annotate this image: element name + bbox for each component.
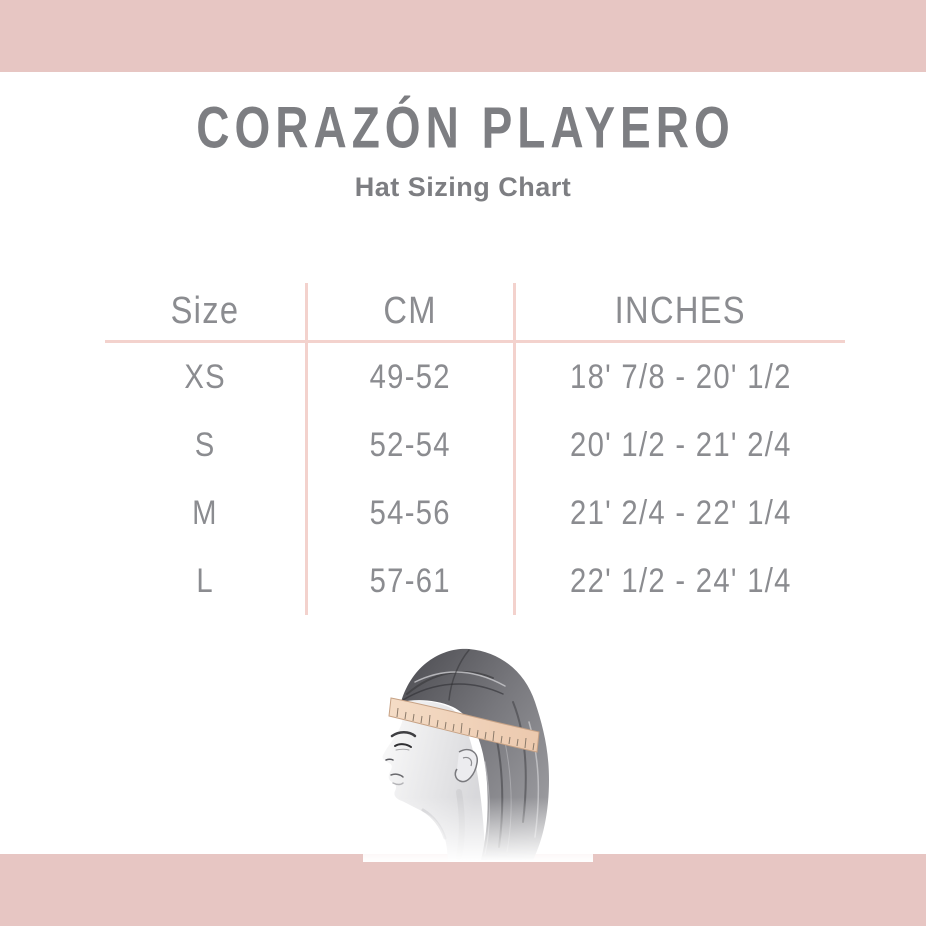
woman-head-measuring-tape-illustration xyxy=(363,648,593,862)
ear-shape xyxy=(454,748,478,783)
table-row-m-inches: 21' 2/4 - 22' 1/4 xyxy=(513,479,845,547)
table-row-xs-size: XS xyxy=(105,343,305,411)
table-row-l-size: L xyxy=(105,547,305,615)
cm-value: 54-56 xyxy=(369,493,452,532)
table-row-m-cm: 54-56 xyxy=(305,479,513,547)
page-subtitle: Hat Sizing Chart xyxy=(354,172,572,202)
cm-value: 57-61 xyxy=(369,561,452,600)
size-value: XS xyxy=(184,357,226,396)
inches-value: 20' 1/2 - 21' 2/4 xyxy=(569,425,792,464)
size-value: L xyxy=(196,561,214,600)
measuring-tape-ticks xyxy=(396,707,535,751)
column-header-size: Size xyxy=(105,283,305,343)
table-row-xs-cm: 49-52 xyxy=(305,343,513,411)
table-row-s-size: S xyxy=(105,411,305,479)
inches-value: 22' 1/2 - 24' 1/4 xyxy=(569,561,792,600)
table-row-l-inches: 22' 1/2 - 24' 1/4 xyxy=(513,547,845,615)
column-header-size-label: Size xyxy=(170,290,240,332)
column-header-cm: CM xyxy=(305,283,513,343)
table-row-m-size: M xyxy=(105,479,305,547)
cm-value: 52-54 xyxy=(369,425,452,464)
table-row-s-cm: 52-54 xyxy=(305,411,513,479)
size-value: M xyxy=(192,493,218,532)
ear-inner-line xyxy=(462,756,473,767)
sketch-fade xyxy=(363,797,593,862)
column-header-inches: INCHES xyxy=(513,283,845,343)
table-row-s-inches: 20' 1/2 - 21' 2/4 xyxy=(513,411,845,479)
top-border-band xyxy=(0,0,926,72)
brand-title-text: CORAZÓN PLAYERO xyxy=(196,93,735,161)
brand-title: CORAZÓN PLAYERO xyxy=(0,94,926,161)
column-header-cm-label: CM xyxy=(383,290,438,332)
table-row-xs-inches: 18' 7/8 - 20' 1/2 xyxy=(513,343,845,411)
sizing-table: Size CM INCHES XS 49-52 18' 7/8 - 20' 1/… xyxy=(105,283,845,615)
bottom-border-band xyxy=(0,854,926,926)
cm-value: 49-52 xyxy=(369,357,452,396)
size-value: S xyxy=(194,425,216,464)
column-header-inches-label: INCHES xyxy=(614,290,747,332)
table-row-l-cm: 57-61 xyxy=(305,547,513,615)
inches-value: 18' 7/8 - 20' 1/2 xyxy=(569,357,792,396)
inches-value: 21' 2/4 - 22' 1/4 xyxy=(569,493,792,532)
